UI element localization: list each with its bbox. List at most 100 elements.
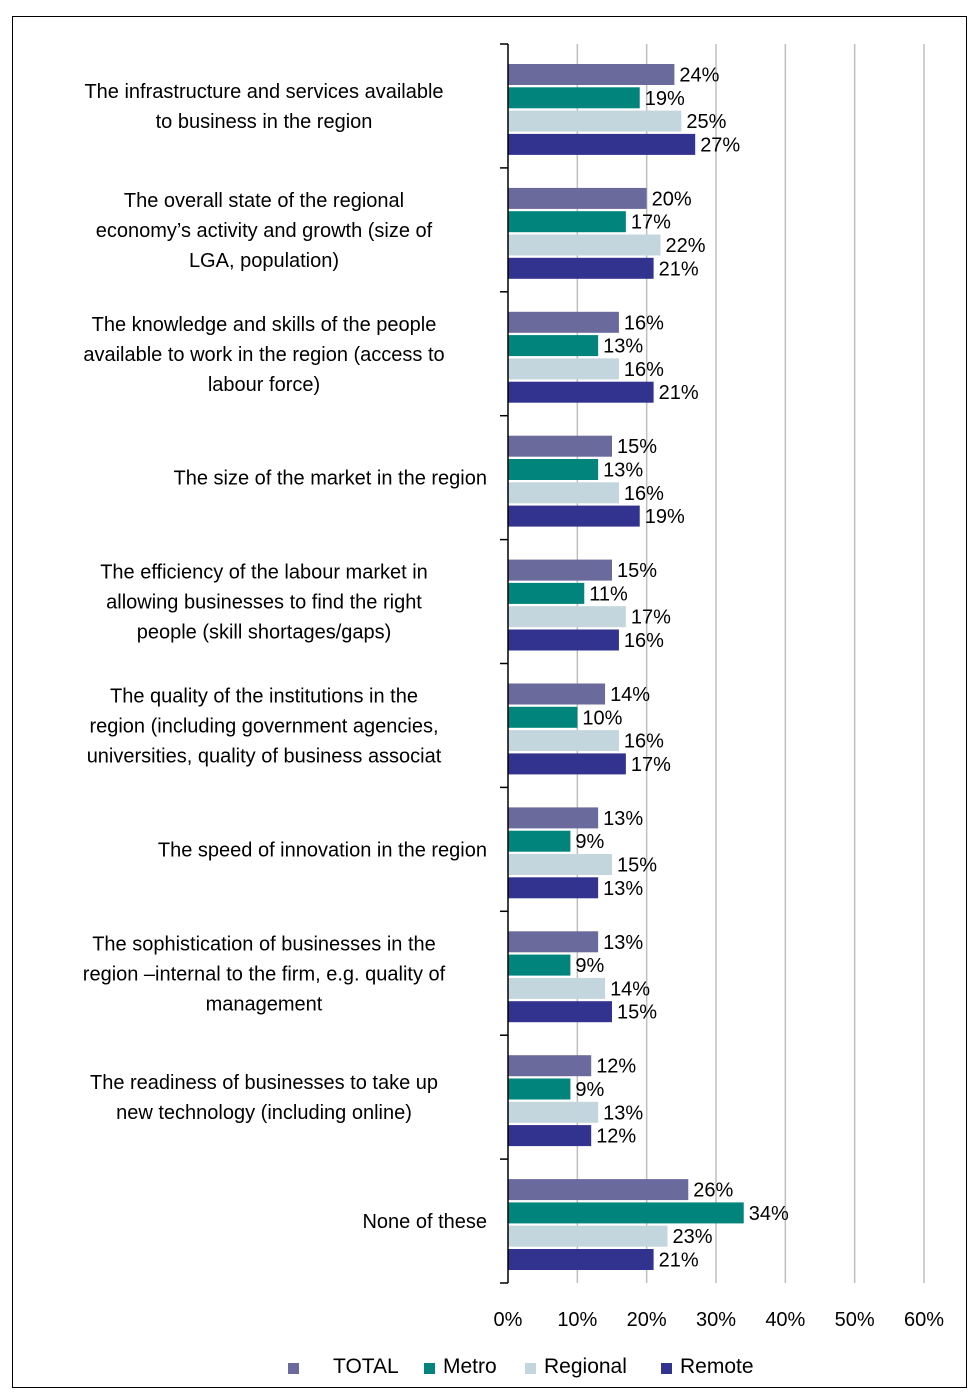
value-label: 9% xyxy=(575,1079,604,1101)
category-label: The speed of innovation in the region xyxy=(158,839,487,861)
value-label: 19% xyxy=(645,506,685,528)
value-label: 12% xyxy=(596,1056,636,1078)
value-label: 13% xyxy=(603,460,643,482)
bar xyxy=(508,1249,654,1270)
category-label: LGA, population) xyxy=(189,250,339,272)
value-label: 15% xyxy=(617,560,657,582)
chart-frame xyxy=(12,16,967,1388)
bar xyxy=(508,335,599,357)
x-tick-label: 0% xyxy=(494,1309,523,1331)
bar xyxy=(508,311,619,333)
value-label: 20% xyxy=(652,188,692,210)
value-label: 12% xyxy=(596,1126,636,1148)
value-label: 14% xyxy=(610,978,650,1000)
value-label: 16% xyxy=(624,312,664,334)
legend-label: Remote xyxy=(680,1355,754,1378)
value-label: 25% xyxy=(686,111,726,133)
bar xyxy=(508,1055,592,1077)
bar xyxy=(508,1101,599,1123)
value-label: 34% xyxy=(749,1203,789,1225)
legend-swatch xyxy=(424,1363,435,1374)
legend-label: TOTAL xyxy=(333,1355,399,1378)
value-label: 13% xyxy=(603,1102,643,1124)
bar xyxy=(508,459,599,480)
bar xyxy=(508,753,626,775)
bar xyxy=(508,1001,612,1023)
category-label: management xyxy=(206,993,323,1015)
category-label: The quality of the institutions in the xyxy=(110,685,418,707)
bar xyxy=(508,257,654,279)
bar xyxy=(508,482,619,504)
bar xyxy=(508,64,675,85)
value-label: 23% xyxy=(672,1226,712,1248)
value-label: 11% xyxy=(589,583,628,605)
value-label: 15% xyxy=(617,436,657,458)
legend-label: Regional xyxy=(544,1355,627,1378)
bar xyxy=(508,683,606,705)
bar xyxy=(508,1078,571,1100)
bar xyxy=(508,706,578,728)
bar xyxy=(508,931,599,953)
bar xyxy=(508,1179,689,1201)
category-label: available to work in the region (access … xyxy=(83,344,444,366)
category-label: allowing businesses to find the right xyxy=(106,592,422,614)
bar xyxy=(508,629,619,651)
value-label: 15% xyxy=(617,855,657,877)
x-tick-label: 60% xyxy=(904,1309,944,1331)
bar xyxy=(508,381,654,403)
value-label: 16% xyxy=(624,483,664,505)
value-label: 13% xyxy=(603,932,643,954)
category-label: The overall state of the regional xyxy=(124,190,404,212)
category-label: The efficiency of the labour market in xyxy=(100,562,428,584)
bar xyxy=(508,234,661,256)
value-label: 14% xyxy=(610,684,650,706)
value-label: 24% xyxy=(679,65,719,87)
x-tick-label: 40% xyxy=(765,1309,805,1331)
category-label: to business in the region xyxy=(156,111,373,133)
bar xyxy=(508,807,599,829)
category-label: universities, quality of business associ… xyxy=(87,745,442,767)
value-label: 26% xyxy=(693,1180,733,1202)
bar xyxy=(508,854,612,875)
category-label: The infrastructure and services availabl… xyxy=(84,81,443,103)
value-label: 10% xyxy=(582,707,622,729)
category-label: region (including government agencies, xyxy=(89,715,438,737)
value-label: 13% xyxy=(603,878,643,900)
value-label: 9% xyxy=(575,955,604,977)
bar xyxy=(508,582,585,604)
bar xyxy=(508,133,696,155)
category-label: people (skill shortages/gaps) xyxy=(137,622,392,644)
category-label: None of these xyxy=(362,1211,487,1233)
x-tick-label: 10% xyxy=(557,1309,597,1331)
bar xyxy=(508,877,599,899)
category-label: economy’s activity and growth (size of xyxy=(96,220,433,242)
bar xyxy=(508,559,612,581)
value-label: 17% xyxy=(631,212,671,234)
category-label: The size of the market in the region xyxy=(174,468,488,490)
value-label: 15% xyxy=(617,1002,657,1024)
bar xyxy=(508,1202,744,1224)
category-label: new technology (including online) xyxy=(116,1102,412,1124)
category-label: region –internal to the firm, e.g. quali… xyxy=(83,963,446,985)
bar xyxy=(508,1225,668,1247)
value-label: 17% xyxy=(631,607,671,629)
value-label: 16% xyxy=(624,731,664,753)
value-label: 22% xyxy=(666,235,706,257)
legend-label: Metro xyxy=(443,1355,497,1378)
x-tick-label: 50% xyxy=(835,1309,875,1331)
value-label: 13% xyxy=(603,808,643,830)
category-label: The readiness of businesses to take up xyxy=(90,1072,438,1094)
value-label: 13% xyxy=(603,336,643,358)
bar xyxy=(508,358,619,380)
value-label: 9% xyxy=(575,831,604,853)
value-label: 21% xyxy=(659,382,699,404)
bar xyxy=(508,977,606,999)
value-label: 27% xyxy=(700,134,740,156)
bar xyxy=(508,505,640,527)
x-tick-label: 30% xyxy=(696,1309,736,1331)
bar xyxy=(508,730,619,752)
value-label: 16% xyxy=(624,359,664,381)
bar xyxy=(508,187,647,209)
value-label: 17% xyxy=(631,754,671,776)
